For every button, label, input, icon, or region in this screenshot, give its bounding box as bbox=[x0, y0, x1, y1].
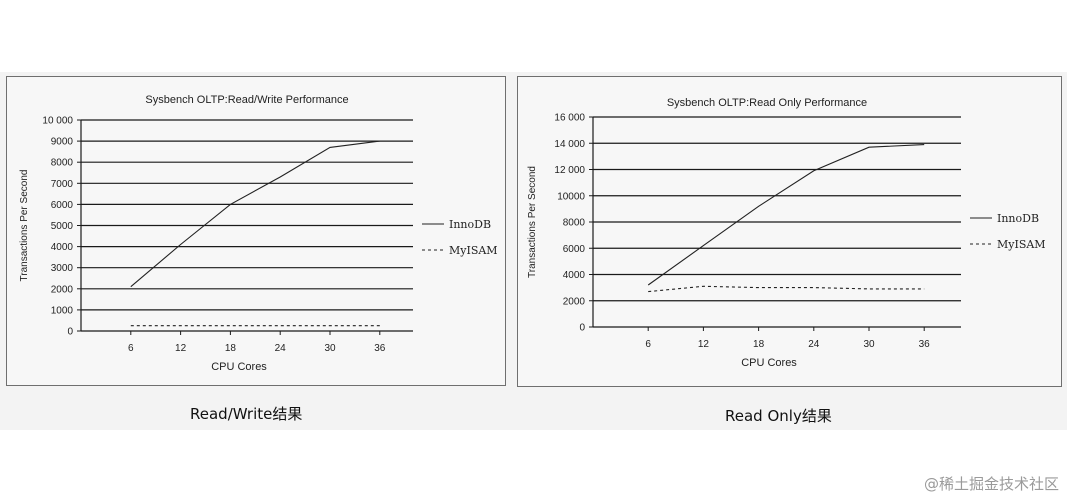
y-tick-label: 16 000 bbox=[554, 113, 585, 124]
read-write-chart-panel: Sysbench OLTP:Read/Write Performance 0 100… bbox=[6, 76, 506, 386]
read-only-chart: Sysbench OLTP:Read Only Performance 0 2000… bbox=[527, 97, 1046, 369]
x-tick-label: 30 bbox=[863, 339, 875, 350]
x-tick-label: 18 bbox=[753, 339, 765, 350]
y-tick-label: 14 000 bbox=[554, 139, 585, 150]
x-tick-label: 24 bbox=[808, 339, 820, 350]
y-axis-label: Transactions Per Second bbox=[527, 166, 538, 278]
chart-title: Sysbench OLTP:Read Only Performance bbox=[667, 97, 867, 109]
y-tick-label: 12 000 bbox=[554, 165, 585, 176]
x-tick-label: 36 bbox=[919, 339, 931, 350]
x-tick-label: 24 bbox=[275, 343, 287, 354]
series-line-innodb bbox=[130, 140, 380, 288]
x-axis-label: CPU Cores bbox=[211, 361, 267, 373]
y-tick-label: 3000 bbox=[51, 263, 74, 274]
y-tick-label: 4000 bbox=[563, 270, 586, 281]
watermark-text: @稀土掘金技术社区 bbox=[923, 475, 1059, 493]
read-only-chart-panel: Sysbench OLTP:Read Only Performance 0 2000… bbox=[517, 76, 1062, 387]
x-tick-label: 6 bbox=[128, 343, 134, 354]
y-tick-label: 5000 bbox=[51, 221, 74, 232]
y-tick-label: 2000 bbox=[51, 284, 74, 295]
x-tick-label: 30 bbox=[324, 343, 336, 354]
legend-label-myisam: MyISAM bbox=[449, 244, 498, 257]
x-tick-label: 12 bbox=[175, 343, 187, 354]
y-tick-label: 10000 bbox=[557, 191, 585, 202]
y-tick-label: 7000 bbox=[51, 179, 74, 190]
y-tick-label: 6000 bbox=[563, 244, 586, 255]
read-only-caption: Read Only结果 bbox=[725, 407, 832, 425]
y-tick-label: 8000 bbox=[563, 218, 586, 229]
y-tick-label: 10 000 bbox=[42, 116, 73, 127]
legend-label-innodb: InnoDB bbox=[449, 218, 491, 231]
y-tick-label: 8000 bbox=[51, 158, 74, 169]
legend-label-innodb: InnoDB bbox=[997, 212, 1039, 225]
x-tick-label: 18 bbox=[225, 343, 237, 354]
series-line-myisam bbox=[648, 285, 925, 293]
read-write-caption: Read/Write结果 bbox=[190, 405, 303, 423]
y-tick-label: 0 bbox=[579, 323, 585, 334]
y-tick-label: 9000 bbox=[51, 137, 74, 148]
y-axis-label: Transactions Per Second bbox=[19, 170, 30, 282]
x-tick-label: 12 bbox=[698, 339, 710, 350]
y-tick-label: 1000 bbox=[51, 305, 74, 316]
x-tick-label: 6 bbox=[645, 339, 651, 350]
y-tick-label: 0 bbox=[67, 327, 73, 338]
x-axis-label: CPU Cores bbox=[741, 357, 797, 369]
x-tick-label: 36 bbox=[374, 343, 386, 354]
y-tick-label: 4000 bbox=[51, 242, 74, 253]
chart-title: Sysbench OLTP:Read/Write Performance bbox=[145, 94, 348, 106]
legend-label-myisam: MyISAM bbox=[997, 238, 1046, 251]
y-tick-label: 6000 bbox=[51, 200, 74, 211]
y-tick-label: 2000 bbox=[563, 296, 586, 307]
read-write-chart: Sysbench OLTP:Read/Write Performance 0 100… bbox=[19, 94, 498, 373]
series-line-innodb bbox=[647, 144, 925, 286]
